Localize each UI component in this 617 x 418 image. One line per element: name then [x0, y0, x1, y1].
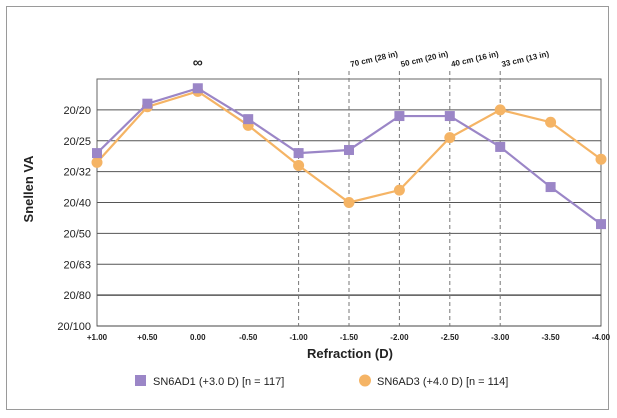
- legend-label-2: SN6AD3 (+4.0 D) [n = 114]: [377, 376, 508, 388]
- x-tick-label: -2.50: [441, 333, 460, 342]
- legend: SN6AD1 (+3.0 D) [n = 117] SN6AD3 (+4.0 D)…: [135, 374, 508, 388]
- series-2-point: [91, 156, 103, 168]
- x-tick-label: +0.50: [137, 333, 158, 342]
- series-1-point: [444, 111, 455, 122]
- y-tick-label: 20/80: [63, 290, 91, 302]
- annotation-layer: ∞ 70 cm (28 in) 50 cm (20 in) 40 cm (16 in)…: [193, 49, 550, 70]
- x-axis-title: Refraction (D): [307, 346, 393, 361]
- x-tick-label: -0.50: [239, 333, 258, 342]
- chart-frame: ∞ 70 cm (28 in) 50 cm (20 in) 40 cm (16 in)…: [6, 6, 611, 410]
- series-1-point: [142, 98, 153, 109]
- x-tick-label: -3.00: [491, 333, 510, 342]
- x-tick-layer: +1.00 +0.50 0.00 -0.50 -1.00 -1.50 -2.00 -2.50 -…: [87, 333, 611, 342]
- infinity-annotation: ∞: [193, 54, 203, 70]
- series-2-point: [343, 197, 355, 208]
- x-tick-label: +1.00: [87, 333, 108, 342]
- series-layer: [91, 83, 607, 230]
- series-2-point: [595, 153, 607, 165]
- y-tick-label: 20/40: [63, 198, 91, 210]
- x-tick-label: 0.00: [190, 333, 206, 342]
- y-axis-title: Snellen VA: [21, 155, 36, 223]
- series-1-point: [92, 148, 102, 159]
- series-2-point: [545, 116, 557, 128]
- distance-annotation: 50 cm (20 in): [400, 49, 450, 69]
- series-1-point: [192, 83, 203, 94]
- legend-swatch-2: [359, 374, 371, 387]
- series-1-point: [596, 219, 606, 230]
- y-tick-label: 20/25: [63, 136, 91, 148]
- series-1-point: [495, 141, 506, 152]
- series-1-point: [293, 148, 304, 159]
- y-tick-label: 20/63: [63, 259, 91, 271]
- series-2-point: [444, 132, 456, 144]
- x-tick-label: -2.00: [390, 333, 409, 342]
- series-1-point: [344, 145, 354, 156]
- y-tick-label: 20/100: [57, 321, 91, 333]
- x-tick-label: -3.50: [541, 333, 560, 342]
- x-tick-label: -4.00: [592, 333, 610, 342]
- x-tick-label: -1.00: [289, 333, 308, 342]
- distance-annotation: 33 cm (13 in): [501, 49, 551, 69]
- y-tick-label: 20/50: [63, 228, 91, 240]
- series-1-point: [545, 182, 556, 193]
- series-1-point: [243, 114, 254, 125]
- series-2-point: [494, 104, 506, 116]
- y-tick-layer: 20/20 20/25 20/32 20/40 20/50 20/63 20/80 20/10…: [57, 105, 91, 333]
- series-2-point: [393, 184, 405, 196]
- legend-label-1: SN6AD1 (+3.0 D) [n = 117]: [153, 376, 284, 388]
- y-tick-label: 20/20: [63, 105, 91, 117]
- chart-svg: ∞ 70 cm (28 in) 50 cm (20 in) 40 cm (16 in)…: [21, 49, 611, 388]
- series-1-point: [394, 111, 405, 122]
- legend-swatch-1: [135, 375, 146, 386]
- series-2-point: [293, 159, 305, 171]
- distance-annotation: 70 cm (28 in): [349, 49, 399, 69]
- x-tick-label: -1.50: [340, 333, 359, 342]
- distance-annotation: 40 cm (16 in): [450, 49, 500, 69]
- y-tick-label: 20/32: [63, 167, 91, 179]
